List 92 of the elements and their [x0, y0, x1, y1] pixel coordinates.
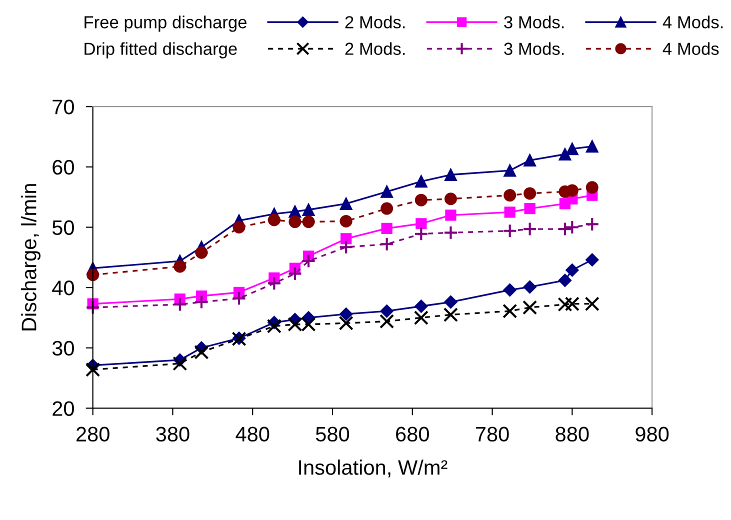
- x-tick-label: 580: [316, 426, 350, 442]
- point: [524, 154, 536, 167]
- point: [443, 307, 458, 322]
- point: [504, 164, 516, 177]
- point: [340, 233, 352, 244]
- y-tick-label: 50: [52, 220, 74, 235]
- point: [558, 274, 572, 287]
- point: [502, 304, 518, 318]
- point: [414, 310, 428, 326]
- legend-label: 3 Mods.: [504, 16, 564, 28]
- point: [195, 246, 208, 259]
- point: [416, 218, 427, 230]
- point: [414, 226, 428, 242]
- point: [174, 260, 186, 273]
- point: [584, 216, 600, 232]
- point: [380, 314, 394, 329]
- point: [338, 240, 354, 254]
- point: [340, 214, 352, 228]
- point: [339, 308, 353, 321]
- point: [414, 175, 428, 188]
- x-tick-label: 280: [76, 426, 110, 442]
- point: [172, 356, 188, 371]
- point: [302, 203, 315, 216]
- point: [558, 222, 572, 236]
- point: [586, 181, 598, 194]
- point: [564, 220, 580, 235]
- point: [232, 291, 246, 306]
- legend-label: 2 Mods.: [345, 42, 405, 55]
- point: [268, 214, 280, 226]
- point: [504, 189, 516, 202]
- point: [288, 266, 302, 281]
- point: [524, 202, 536, 214]
- point: [380, 202, 394, 215]
- point: [523, 280, 536, 294]
- point: [444, 295, 458, 309]
- y-tick-label: 20: [52, 401, 74, 416]
- point: [340, 197, 352, 210]
- point: [566, 263, 579, 277]
- point: [445, 210, 456, 221]
- y-tick-label: 70: [52, 100, 74, 114]
- point: [564, 296, 580, 312]
- point: [338, 316, 354, 330]
- point: [172, 297, 188, 312]
- legend-label: 3 Mods.: [504, 42, 564, 55]
- y-tick-label: 40: [52, 280, 74, 296]
- point: [380, 236, 394, 252]
- point: [586, 253, 599, 266]
- point: [301, 254, 316, 268]
- x-tick-label: 780: [476, 426, 509, 442]
- point: [524, 187, 536, 200]
- x-tick-label: 380: [156, 426, 190, 442]
- point: [444, 192, 457, 206]
- point: [558, 297, 572, 312]
- x-tick-label: 880: [556, 426, 589, 442]
- point: [266, 276, 282, 291]
- point: [86, 362, 100, 377]
- x-tick-label: 980: [636, 426, 669, 442]
- x-tick-label: 480: [236, 426, 270, 442]
- point: [194, 294, 209, 310]
- point: [380, 304, 394, 318]
- point: [558, 148, 572, 161]
- point: [502, 224, 518, 238]
- point: [443, 225, 458, 240]
- point: [86, 300, 100, 315]
- legend-label: 4 Mods: [662, 42, 719, 55]
- point: [86, 268, 100, 282]
- point: [522, 222, 538, 236]
- point: [288, 216, 302, 228]
- legend-label: 4 Mods.: [662, 16, 723, 28]
- text: Drip fitted discharge: [84, 42, 237, 58]
- point: [444, 168, 457, 182]
- point: [194, 344, 209, 360]
- point: [414, 300, 428, 313]
- y-tick-label: 30: [52, 340, 74, 356]
- point: [302, 216, 315, 228]
- point: [414, 194, 428, 206]
- text: Free pump discharge: [84, 16, 246, 32]
- legend-label: 2 Mods.: [345, 16, 405, 28]
- point: [584, 296, 600, 312]
- point: [380, 185, 394, 198]
- y-axis-title: Discharge, l/min: [21, 184, 40, 330]
- point: [566, 142, 578, 156]
- point: [504, 206, 516, 218]
- x-tick-label: 680: [396, 426, 429, 442]
- point: [586, 140, 598, 153]
- point: [232, 220, 246, 234]
- point: [381, 222, 392, 234]
- point: [522, 300, 538, 315]
- y-tick-label: 60: [52, 160, 74, 175]
- point: [503, 283, 516, 297]
- x-axis-title: Insolation, W/m²: [299, 460, 448, 478]
- point: [266, 318, 282, 334]
